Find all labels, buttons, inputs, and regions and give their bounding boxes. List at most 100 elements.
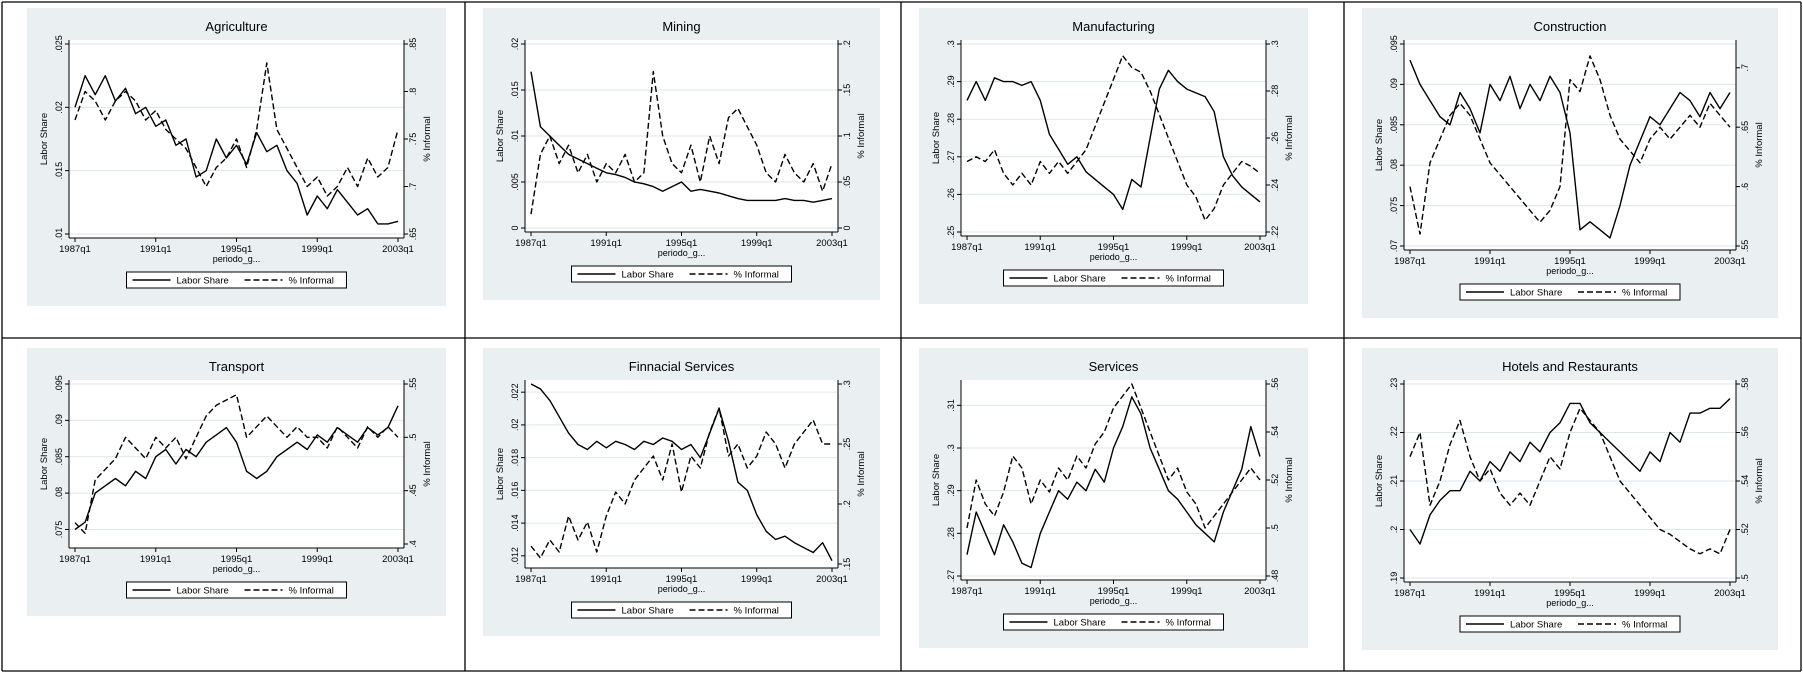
x-tick-label: 1999q1 — [1634, 256, 1666, 267]
x-tick-label: 1991q1 — [590, 574, 622, 585]
x-tick-label: 1995q1 — [666, 238, 698, 249]
y-axis-label: Labor Share — [1374, 455, 1385, 507]
legend-box — [1003, 613, 1224, 631]
right-tick-label: .4 — [408, 540, 418, 548]
series-labor-share-line — [1409, 59, 1731, 239]
legend-box — [571, 601, 792, 619]
left-tick-label: .3 — [946, 444, 956, 452]
x-axis-label: periodo_g... — [1546, 598, 1594, 608]
series-labor-share-line — [74, 405, 399, 531]
chart-title: Transport — [209, 359, 265, 374]
right-tick-label: .22 — [1270, 226, 1280, 239]
left-tick-label: .21 — [1389, 475, 1399, 488]
legend-labor-label: Labor Share — [622, 270, 674, 281]
y2-axis-label: % Informal — [1284, 115, 1295, 160]
x-tick-label: 1991q1 — [140, 554, 172, 565]
legend-labor-label: Labor Share — [622, 606, 674, 617]
right-tick-label: .5 — [1740, 574, 1750, 582]
left-tick-label: 0 — [510, 225, 520, 230]
left-tick-label: .27 — [946, 570, 956, 583]
right-tick-label: .5 — [1270, 524, 1280, 532]
x-tick-label: 1995q1 — [1098, 242, 1130, 253]
y-axis-label: Labor Share — [39, 113, 50, 165]
legend-labor-label: Labor Share — [1054, 618, 1106, 629]
x-tick-label: 1987q1 — [1394, 588, 1426, 599]
chart-title: Services — [1089, 359, 1139, 374]
right-tick-label: .7 — [408, 183, 418, 191]
x-tick-label: 1991q1 — [1024, 242, 1056, 253]
series-informal-line — [74, 62, 399, 197]
legend-informal-label: % Informal — [1622, 288, 1667, 299]
chart-title: Finnacial Services — [629, 359, 735, 374]
left-tick-label: .26 — [946, 188, 956, 201]
right-tick-label: .2 — [842, 40, 852, 48]
left-tick-label: .016 — [510, 482, 520, 500]
y2-axis-label: % Informal — [1754, 122, 1765, 167]
y2-axis-label: % Informal — [856, 113, 867, 158]
legend-box — [1459, 283, 1681, 301]
series-informal-line — [966, 55, 1261, 222]
right-tick-label: .75 — [408, 133, 418, 146]
series-labor-share-line — [966, 396, 1261, 569]
left-tick-label: .015 — [54, 162, 64, 180]
x-tick-label: 1999q1 — [1634, 588, 1666, 599]
series-informal-line — [74, 394, 399, 534]
right-tick-label: .65 — [408, 228, 418, 241]
x-tick-label: 2003q1 — [1244, 586, 1276, 597]
left-tick-label: .29 — [946, 75, 956, 88]
left-tick-label: .075 — [1389, 197, 1399, 215]
x-tick-label: 1999q1 — [741, 238, 773, 249]
right-tick-label: .55 — [408, 378, 418, 391]
x-axis-label: periodo_g... — [1090, 252, 1138, 262]
left-tick-label: .015 — [510, 81, 520, 99]
chart-title: Agriculture — [205, 19, 267, 34]
x-tick-label: 1987q1 — [1394, 256, 1426, 267]
left-tick-label: .085 — [54, 448, 64, 466]
legend-box — [1459, 615, 1681, 633]
legend-informal-label: % Informal — [734, 606, 779, 617]
right-tick-label: .55 — [1740, 240, 1750, 253]
x-tick-label: 1995q1 — [1554, 588, 1586, 599]
legend-labor-label: Labor Share — [1510, 288, 1562, 299]
legend-box — [1003, 269, 1224, 287]
series-labor-share-line — [74, 74, 399, 225]
left-tick-label: .005 — [510, 173, 520, 191]
y2-axis-label: % Informal — [422, 116, 433, 161]
left-tick-label: .02 — [510, 419, 520, 432]
left-tick-label: .08 — [54, 487, 64, 500]
y2-axis-label: % Informal — [1754, 458, 1765, 503]
plot-area — [961, 380, 1266, 580]
y-axis-label: Labor Share — [1374, 119, 1385, 171]
right-tick-label: .8 — [408, 88, 418, 96]
right-tick-label: .26 — [1270, 132, 1280, 145]
chart-panel-1: 0 .005 .01 .015 .02 0 .05 .1 .15 .2 1987q1 1991q1 19… — [483, 8, 880, 300]
x-tick-label: 2003q1 — [816, 574, 848, 585]
legend-box — [126, 271, 347, 289]
right-tick-label: .5 — [408, 434, 418, 442]
x-tick-label: 1987q1 — [59, 244, 91, 255]
x-tick-label: 1991q1 — [140, 244, 172, 255]
series-labor-share-line — [1409, 398, 1731, 545]
x-tick-label: 2003q1 — [382, 554, 414, 565]
x-tick-label: 1987q1 — [515, 238, 547, 249]
left-tick-label: .025 — [54, 35, 64, 53]
chart-panel-3: .07 .075 .08 .085 .09 .095 .55 .6 .65 .7 1987q1 199… — [1362, 8, 1778, 318]
left-tick-label: .075 — [54, 521, 64, 539]
x-tick-label: 1991q1 — [1474, 256, 1506, 267]
right-tick-label: .05 — [842, 176, 852, 189]
x-tick-label: 2003q1 — [1714, 256, 1746, 267]
x-axis-label: periodo_g... — [213, 564, 261, 574]
right-tick-label: .24 — [1270, 179, 1280, 192]
right-tick-label: .52 — [1270, 474, 1280, 487]
right-tick-label: .54 — [1270, 426, 1280, 439]
right-tick-label: .58 — [1740, 378, 1750, 391]
legend-labor-label: Labor Share — [177, 276, 229, 287]
plot-area — [961, 40, 1266, 236]
left-tick-label: .25 — [946, 226, 956, 239]
x-tick-label: 2003q1 — [1714, 588, 1746, 599]
right-tick-label: .15 — [842, 558, 852, 571]
right-tick-label: .65 — [1740, 121, 1750, 134]
left-tick-label: .095 — [1389, 35, 1399, 53]
x-tick-label: 1995q1 — [1554, 256, 1586, 267]
legend-labor-label: Labor Share — [1510, 620, 1562, 631]
